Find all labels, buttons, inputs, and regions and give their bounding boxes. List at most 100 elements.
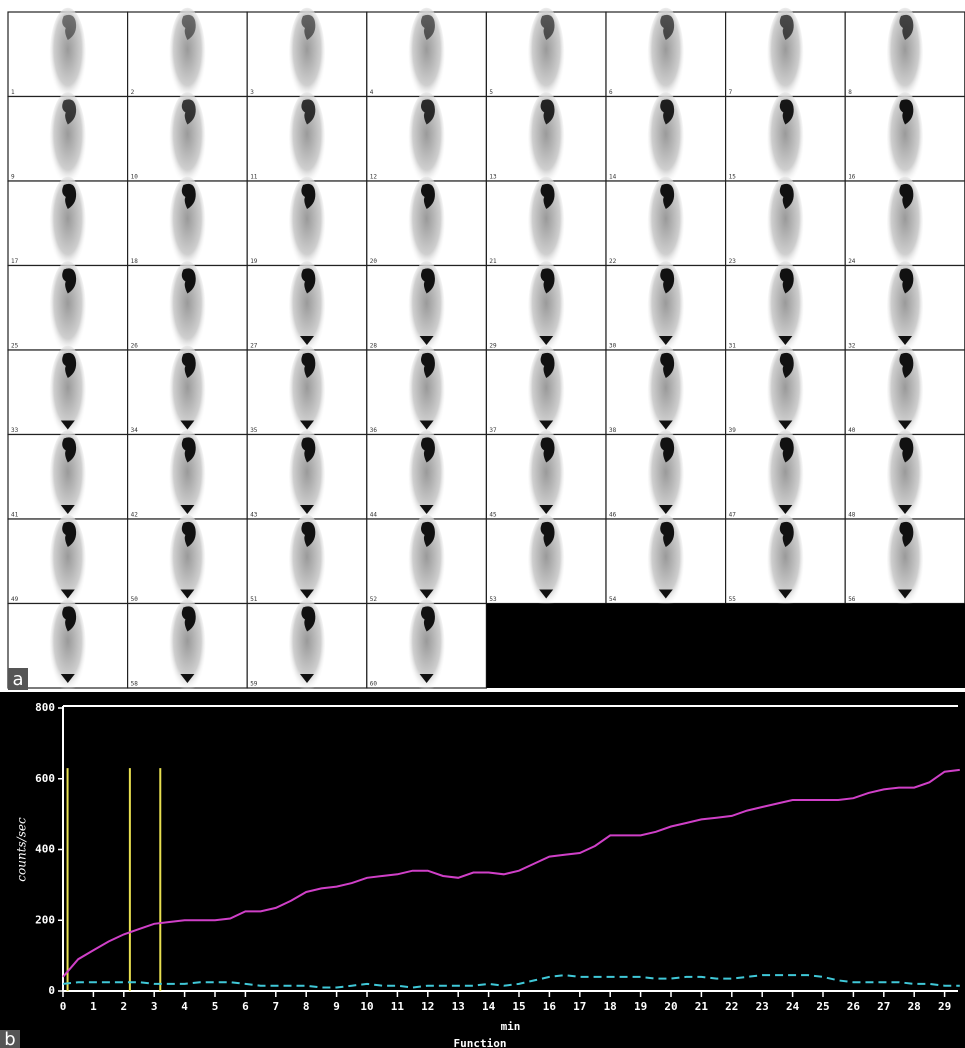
frame-label: 54	[609, 596, 617, 603]
frame-label: 32	[848, 343, 856, 350]
x-tick-label: 17	[573, 1000, 586, 1013]
x-tick-label: 8	[303, 1000, 310, 1013]
frame-label: 9	[11, 174, 15, 181]
frame-label: 41	[11, 512, 19, 519]
x-tick-label: 2	[120, 1000, 127, 1013]
x-tick-label: 9	[333, 1000, 340, 1013]
x-tick-label: 23	[756, 1000, 769, 1013]
x-tick-label: 14	[482, 1000, 496, 1013]
panel-label: b	[4, 1029, 15, 1048]
frame-label: 1	[11, 89, 15, 96]
x-tick-label: 10	[360, 1000, 373, 1013]
frame-label: 58	[131, 681, 139, 688]
panel-b-background	[0, 692, 965, 1048]
empty-cell	[486, 604, 607, 689]
frame-label: 43	[250, 512, 258, 519]
frame-label: 11	[250, 174, 258, 181]
frame-label: 27	[250, 343, 258, 350]
frame-label: 24	[848, 258, 856, 265]
frame-label: 35	[250, 427, 258, 434]
frame-label: 59	[250, 681, 258, 688]
x-tick-label: 20	[664, 1000, 677, 1013]
frame-label: 18	[131, 258, 139, 265]
frame-label: 44	[370, 512, 378, 519]
empty-cell	[726, 604, 847, 689]
y-tick-label: 0	[48, 984, 55, 997]
frame-label: 28	[370, 343, 378, 350]
frame-label: 33	[11, 427, 19, 434]
x-tick-label: 26	[847, 1000, 861, 1013]
frame-label: 21	[489, 258, 497, 265]
frame-label: 13	[489, 174, 497, 181]
x-tick-label: 19	[634, 1000, 647, 1013]
y-tick-label: 200	[35, 913, 55, 926]
x-axis-label: min	[501, 1020, 521, 1033]
frame-label: 46	[609, 512, 617, 519]
frame-label: 7	[729, 89, 733, 96]
x-tick-label: 18	[604, 1000, 617, 1013]
x-tick-label: 21	[695, 1000, 709, 1013]
frame-label: 56	[848, 596, 856, 603]
frame-label: 22	[609, 258, 617, 265]
x-tick-label: 15	[512, 1000, 525, 1013]
frame-label: 42	[131, 512, 139, 519]
frame-label: 47	[729, 512, 737, 519]
x-tick-label: 7	[272, 1000, 279, 1013]
x-tick-label: 13	[452, 1000, 465, 1013]
x-tick-label: 3	[151, 1000, 158, 1013]
x-tick-label: 11	[391, 1000, 405, 1013]
panel-label: a	[12, 669, 23, 690]
y-axis-label: counts/sec	[15, 817, 29, 882]
x-tick-label: 0	[60, 1000, 67, 1013]
frame-label: 8	[848, 89, 852, 96]
x-tick-label: 29	[938, 1000, 951, 1013]
frame-label: 2	[131, 89, 135, 96]
empty-cell	[606, 604, 727, 689]
frame-label: 5	[489, 89, 493, 96]
frame-label: 53	[489, 596, 497, 603]
frame-label: 51	[250, 596, 258, 603]
frame-label: 23	[729, 258, 737, 265]
x-tick-label: 6	[242, 1000, 249, 1013]
footer-label: Function	[454, 1037, 507, 1048]
frame-label: 20	[370, 258, 378, 265]
frame-label: 16	[848, 174, 856, 181]
frame-label: 19	[250, 258, 258, 265]
x-tick-label: 22	[725, 1000, 738, 1013]
frame-label: 48	[848, 512, 856, 519]
frame-label: 34	[131, 427, 139, 434]
x-tick-label: 27	[877, 1000, 890, 1013]
frame-label: 60	[370, 681, 378, 688]
frame-label: 45	[489, 512, 497, 519]
x-tick-label: 12	[421, 1000, 434, 1013]
y-tick-label: 800	[35, 701, 55, 714]
x-tick-label: 24	[786, 1000, 800, 1013]
frame-label: 37	[489, 427, 497, 434]
frame-label: 52	[370, 596, 378, 603]
frame-label: 6	[609, 89, 613, 96]
frame-label: 38	[609, 427, 617, 434]
x-tick-label: 1	[90, 1000, 97, 1013]
frame-label: 15	[729, 174, 737, 181]
frame-label: 26	[131, 343, 139, 350]
y-tick-label: 600	[35, 772, 55, 785]
frame-label: 12	[370, 174, 378, 181]
frame-label: 30	[609, 343, 617, 350]
frame-label: 31	[729, 343, 737, 350]
frame-label: 40	[848, 427, 856, 434]
x-tick-label: 5	[212, 1000, 219, 1013]
frame-label: 17	[11, 258, 19, 265]
y-tick-label: 400	[35, 843, 55, 856]
frame-label: 10	[131, 174, 139, 181]
frame-label: 55	[729, 596, 737, 603]
frame-label: 49	[11, 596, 19, 603]
frame-label: 36	[370, 427, 378, 434]
frame-label: 39	[729, 427, 737, 434]
empty-cell	[845, 604, 965, 689]
page: 1234567891011121314151617181920212223242…	[0, 0, 965, 1048]
x-tick-label: 16	[543, 1000, 557, 1013]
frame-label: 29	[489, 343, 497, 350]
x-tick-label: 28	[908, 1000, 921, 1013]
x-tick-label: 4	[181, 1000, 188, 1013]
frame-label: 25	[11, 343, 19, 350]
